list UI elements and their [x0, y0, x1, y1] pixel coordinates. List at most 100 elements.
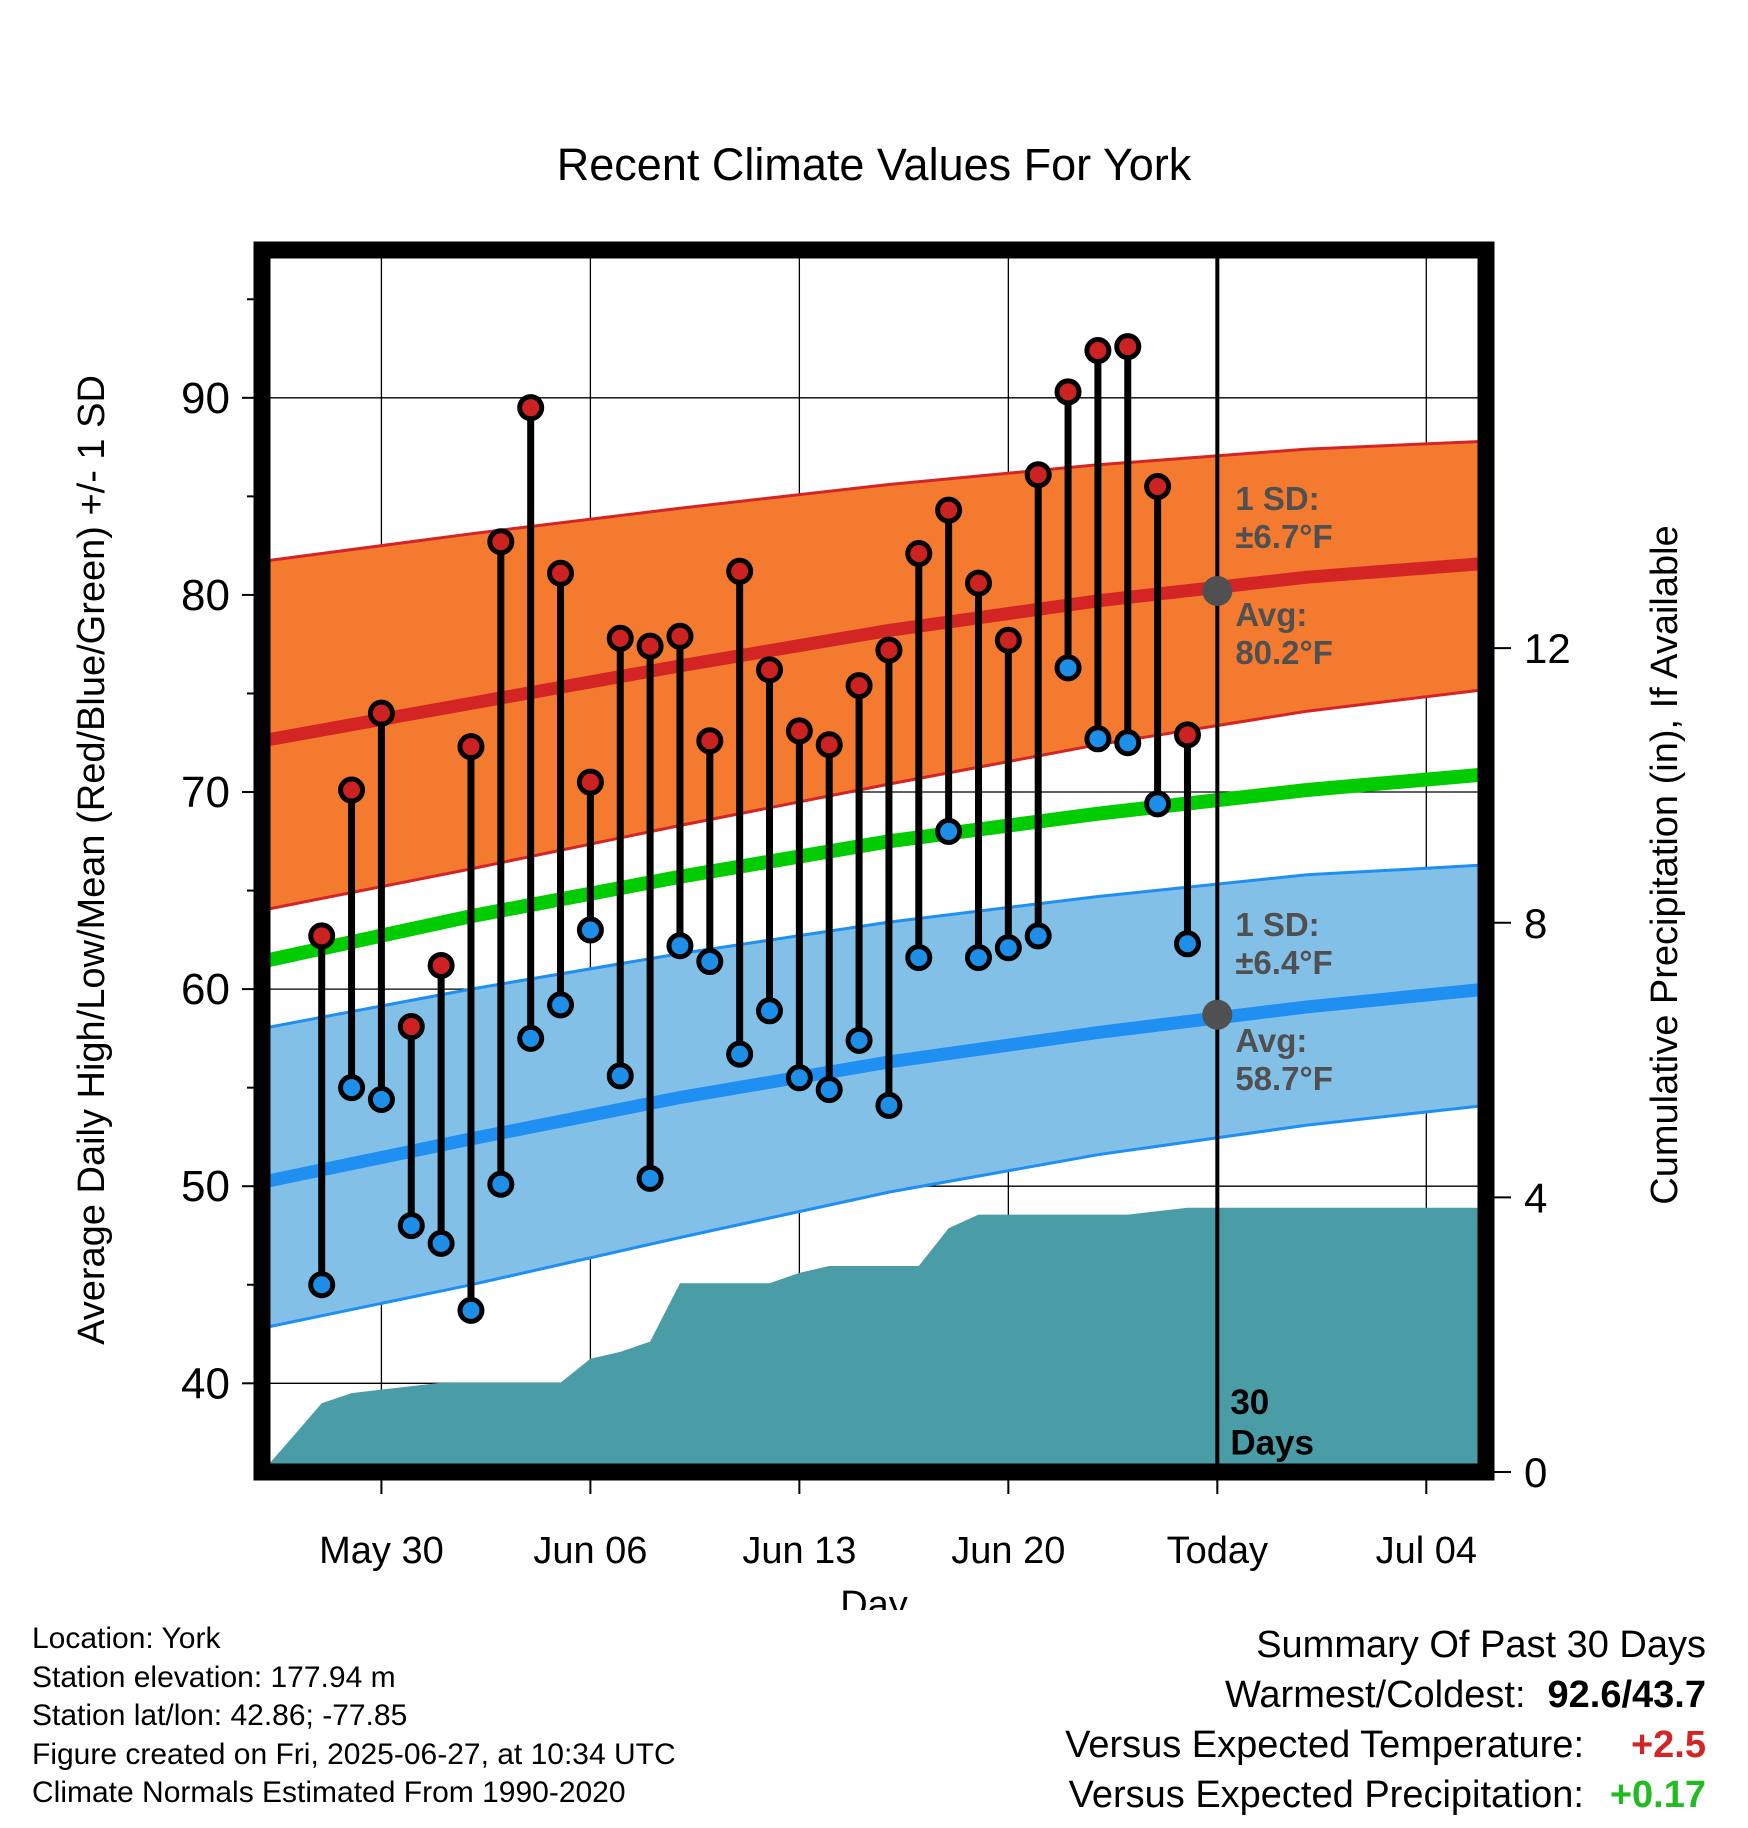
high-point: [308, 922, 336, 950]
elevation-text: Station elevation: 177.94 m: [32, 1660, 396, 1694]
high-point: [487, 528, 515, 556]
low-point: [964, 944, 992, 972]
high-avg-annotation-line: 80.2°F: [1235, 634, 1333, 671]
low-point: [1173, 930, 1201, 958]
y-tick-label: 80: [181, 571, 230, 620]
high-point: [815, 731, 843, 759]
high-point: [785, 717, 813, 745]
normals-text: Climate Normals Estimated From 1990-2020: [32, 1776, 626, 1809]
period-label-line: Days: [1230, 1423, 1314, 1462]
warm-cold-label: Warmest/Coldest:: [1224, 1674, 1526, 1716]
low-point: [696, 948, 724, 976]
today-low-avg-marker: [1202, 999, 1233, 1030]
latlon-text: Station lat/lon: 42.86; -77.85: [32, 1699, 408, 1732]
low-avg-annotation: Avg: 58.7°F: [1235, 1022, 1333, 1097]
low-point: [875, 1091, 903, 1119]
high-sd-annotation-line: 1 SD:: [1235, 480, 1319, 517]
x-tick-label: Jun 20: [951, 1530, 1065, 1572]
low-point: [666, 932, 694, 960]
high-point: [427, 951, 455, 979]
high-point: [517, 394, 545, 422]
low-point: [427, 1229, 455, 1257]
plot-frame: [253, 241, 1495, 1481]
high-point: [457, 733, 485, 761]
low-point: [1054, 654, 1082, 682]
low-point: [1144, 790, 1172, 818]
high-avg-annotation-line: Avg:: [1235, 596, 1307, 633]
low-point: [994, 934, 1022, 962]
high-point: [756, 656, 784, 684]
high-point: [1173, 721, 1201, 749]
low-point: [636, 1164, 664, 1192]
x-axis-label: Day: [840, 1584, 908, 1610]
high-sd-annotation: 1 SD: ±6.7°F: [1235, 480, 1332, 555]
high-sd-band: [262, 441, 1486, 911]
warm-cold-value: 92.6/43.7: [1547, 1674, 1706, 1716]
low-avg-annotation-line: Avg:: [1235, 1022, 1307, 1059]
high-point: [1084, 337, 1112, 365]
summary-precipitation: Versus Expected Precipitation: +0.17: [1065, 1770, 1706, 1820]
high-point: [726, 557, 754, 585]
high-point: [696, 727, 724, 755]
low-point: [308, 1271, 336, 1299]
period-label-line: 30: [1230, 1383, 1269, 1422]
y2-tick-label: 0: [1524, 1449, 1547, 1496]
low-point: [1114, 729, 1142, 757]
y2-tick-label: 4: [1524, 1174, 1547, 1221]
high-point: [905, 540, 933, 568]
low-sd-annotation-line: ±6.4°F: [1235, 944, 1332, 981]
summary-temperature: Versus Expected Temperature: +2.5: [1065, 1720, 1706, 1770]
y2-axis-label: Cumulative Precipitation (in), If Availa…: [1644, 525, 1686, 1204]
low-point: [935, 817, 963, 845]
y-tick-label: 50: [181, 1162, 230, 1211]
high-point: [1144, 473, 1172, 501]
y-axis-label: Average Daily High/Low/Mean (Red/Blue/Gr…: [71, 375, 113, 1345]
low-point: [845, 1026, 873, 1054]
precipitation-area: [262, 1207, 1486, 1472]
high-point: [994, 626, 1022, 654]
low-point: [397, 1212, 425, 1240]
plot-content: [262, 250, 1486, 1472]
low-point: [756, 997, 784, 1025]
y-tick-label: 60: [181, 965, 230, 1014]
low-point: [367, 1085, 395, 1113]
today-high-avg-marker: [1202, 575, 1233, 606]
low-sd-band: [262, 864, 1486, 1329]
low-point: [457, 1296, 485, 1324]
high-point: [845, 672, 873, 700]
low-point: [338, 1074, 366, 1102]
temp-label: Versus Expected Temperature:: [1065, 1724, 1584, 1766]
x-tick-label: Today: [1167, 1530, 1268, 1572]
high-point: [606, 624, 634, 652]
high-point: [875, 636, 903, 664]
high-point: [367, 699, 395, 727]
precip-value: +0.17: [1609, 1774, 1706, 1816]
high-point: [636, 632, 664, 660]
high-upper-line: [262, 439, 1486, 563]
high-point: [1114, 333, 1142, 361]
y2-tick-label: 12: [1524, 625, 1571, 672]
low-point: [1084, 725, 1112, 753]
low-point: [726, 1040, 754, 1068]
high-average-line: [262, 556, 1486, 748]
low-point: [547, 991, 575, 1019]
y-tick-label: 90: [181, 374, 230, 423]
high-point: [1024, 461, 1052, 489]
low-point: [576, 916, 604, 944]
low-avg-annotation-line: 58.7°F: [1235, 1060, 1333, 1097]
low-point: [785, 1064, 813, 1092]
station-info: Location: York Station elevation: 177.94…: [32, 1620, 676, 1813]
x-tick-label: May 30: [319, 1530, 444, 1572]
summary-heading: Summary Of Past 30 Days: [1256, 1624, 1706, 1666]
high-sd-annotation-line: ±6.7°F: [1235, 518, 1332, 555]
high-point: [547, 559, 575, 587]
low-point: [487, 1170, 515, 1198]
high-point: [576, 768, 604, 796]
period-label: 30 Days: [1230, 1383, 1314, 1462]
location-text: Location: York: [32, 1622, 221, 1655]
y2-tick-label: 8: [1524, 900, 1547, 947]
low-point: [815, 1076, 843, 1104]
climate-chart: Recent Climate Values For York 1 SD: ±6.7…: [71, 139, 1686, 1610]
high-point: [935, 496, 963, 524]
high-point: [1054, 378, 1082, 406]
